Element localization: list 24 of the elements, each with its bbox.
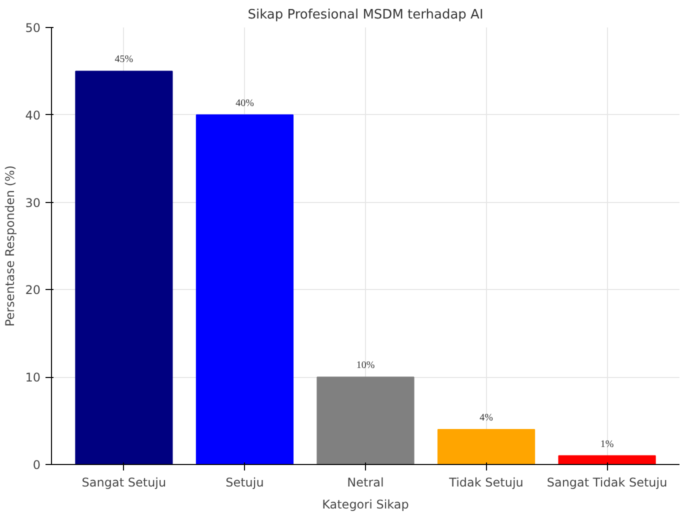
x-axis-title: Kategori Sikap (322, 498, 409, 512)
chart-title: Sikap Profesional MSDM terhadap AI (248, 8, 484, 22)
y-tick-label: 10 (25, 370, 41, 385)
bar (558, 455, 656, 464)
x-tick-label: Sangat Tidak Setuju (546, 476, 668, 490)
data-label: 1% (600, 438, 614, 450)
x-tick-label: Netral (347, 476, 384, 490)
bar (437, 429, 536, 464)
y-tick-label: 40 (25, 108, 41, 122)
bar (75, 70, 173, 464)
x-tick-label: Sangat Setuju (82, 476, 166, 490)
data-label: 40% (236, 98, 254, 109)
y-tick-label: 0 (32, 458, 41, 472)
bar (316, 376, 414, 464)
y-axis-title: Persentase Responden (%) (3, 165, 18, 327)
x-tick-label: Tidak Setuju (448, 476, 524, 490)
y-tick-label: 20 (25, 283, 41, 298)
data-label: 10% (356, 360, 375, 372)
y-tick-label: 50 (25, 21, 41, 35)
data-label: 45% (114, 54, 134, 66)
data-label: 4% (480, 412, 493, 424)
x-tick-label: Setuju (226, 476, 264, 490)
y-tick-label: 30 (25, 196, 41, 210)
bar (196, 114, 294, 464)
